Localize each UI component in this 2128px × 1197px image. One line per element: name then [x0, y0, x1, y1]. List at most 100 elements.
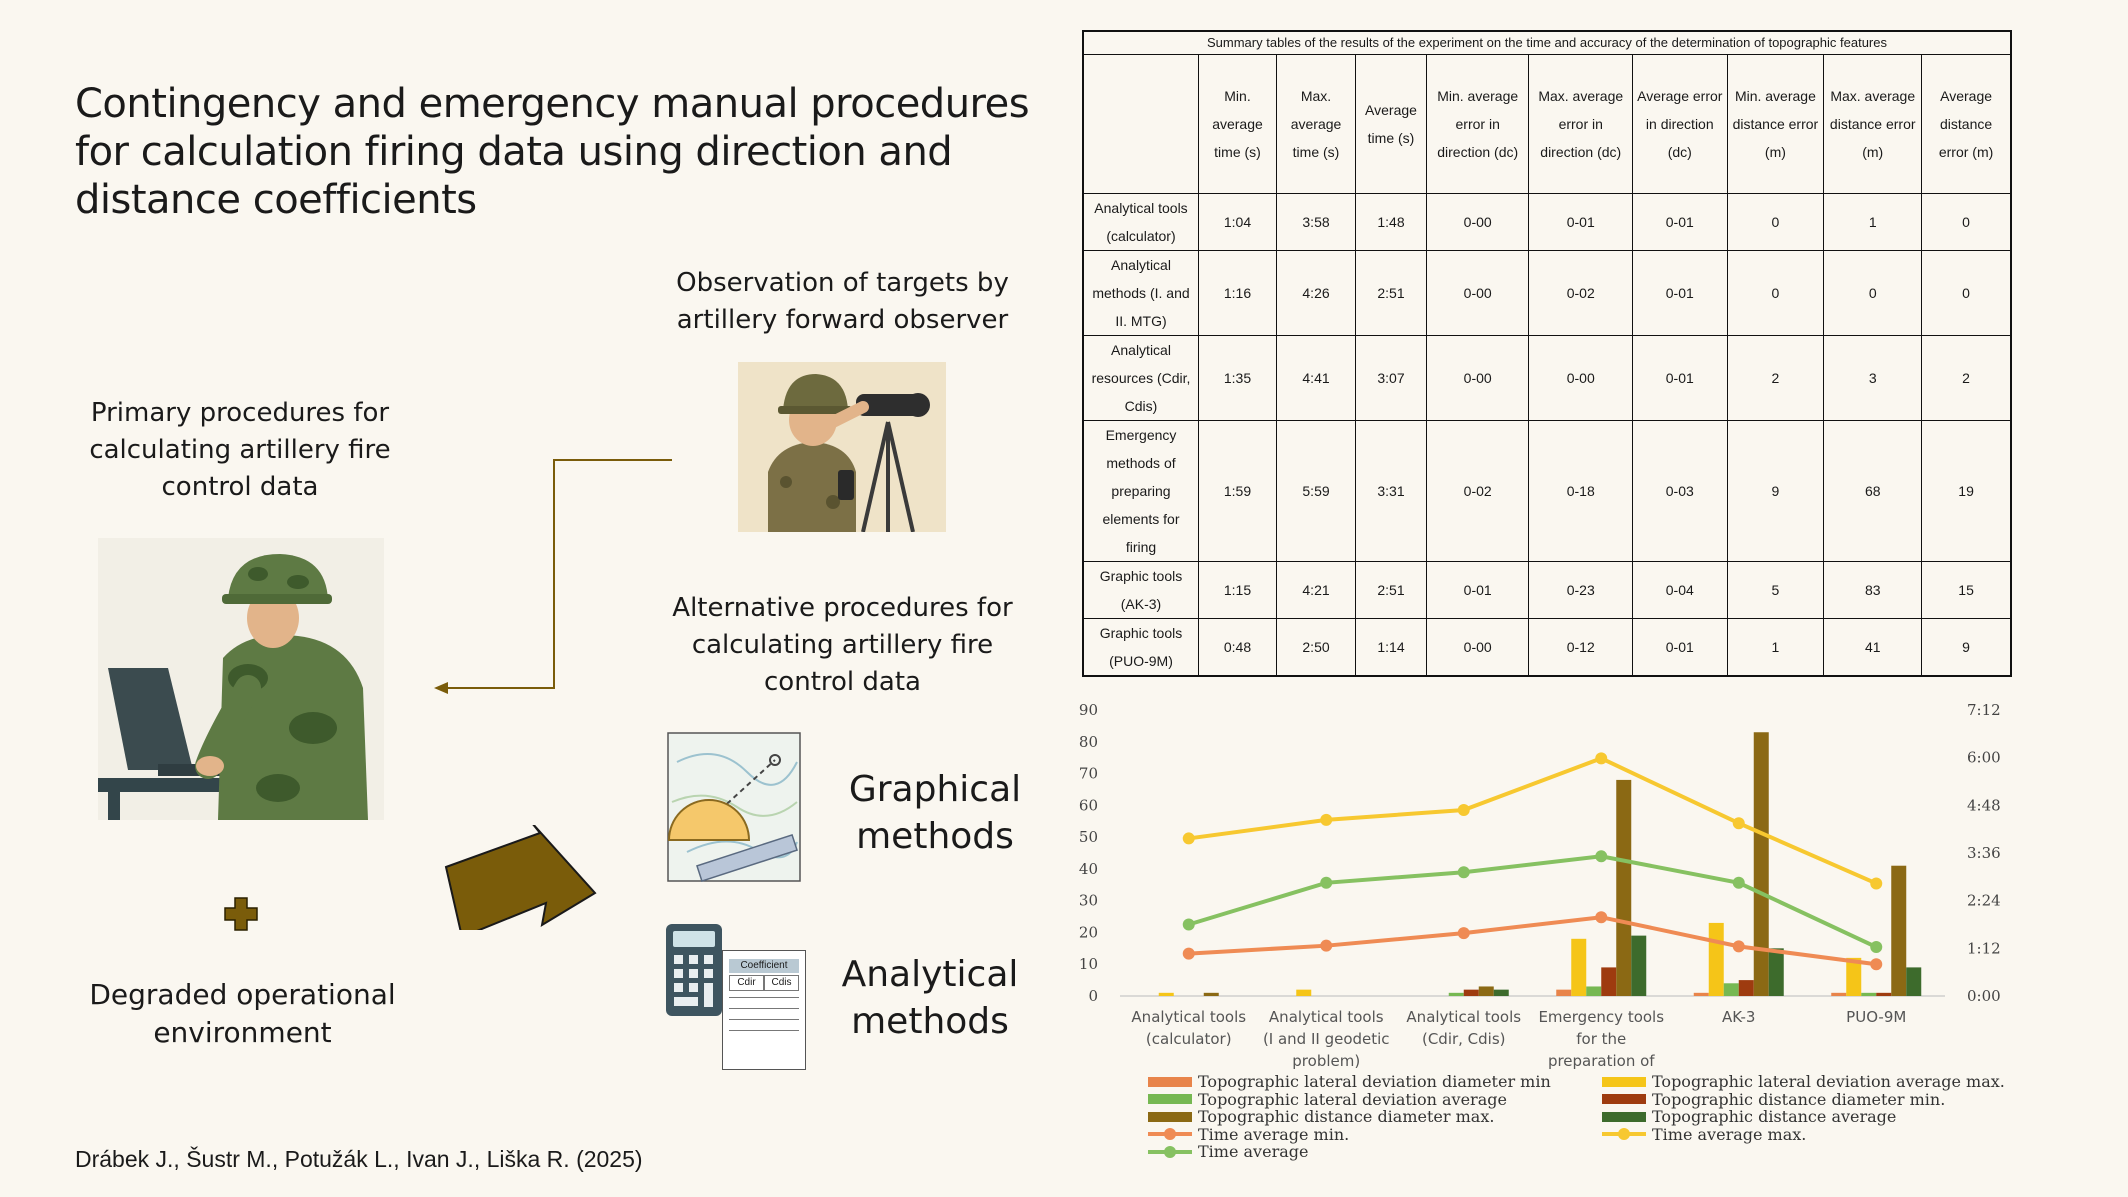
coefficient-table-icon: Coefficient Cdir Cdis	[722, 950, 806, 1070]
y-tick-label: 40	[1079, 860, 1098, 878]
table-cell: 2:51	[1355, 250, 1427, 336]
table-cell: 1	[1823, 193, 1923, 251]
y-tick-label: 0	[1088, 987, 1098, 1005]
alternative-procedures-label: Alternative procedures for calculating a…	[672, 593, 1013, 697]
table-cell: 0-01	[1632, 618, 1728, 677]
table-cell: 5:59	[1275, 420, 1357, 562]
legend-label: Topographic lateral deviation average	[1198, 1089, 1507, 1109]
observation-label: Observation of targets by artillery forw…	[676, 268, 1009, 335]
table-row-label: Analytical tools (calculator)	[1082, 193, 1199, 251]
x-tick-label: (Cdir, Cdis)	[1422, 1030, 1506, 1048]
table-cell: 4:21	[1275, 561, 1357, 619]
table-row: Analytical tools (calculator) 1:04 3:58 1:4…	[1082, 193, 2012, 251]
chart-series-line	[1188, 915, 1877, 967]
table-header-cell: Max. average distance error (m)	[1823, 54, 1923, 194]
forward-observer-binoculars-icon	[738, 362, 946, 532]
chart-point	[1595, 911, 1608, 924]
legend-swatch	[1148, 1145, 1192, 1158]
chart-point	[1182, 832, 1195, 845]
chart-point	[1870, 877, 1883, 890]
plus-icon	[224, 897, 258, 931]
chart-point	[1732, 876, 1745, 889]
table-row: Analytical methods (I. and II. MTG) 1:16 4…	[1082, 250, 2012, 336]
chart-bar	[1601, 967, 1617, 996]
chart-point	[1182, 918, 1195, 931]
y-tick-label: 30	[1079, 892, 1098, 910]
chart-series-line	[1188, 756, 1878, 886]
table-header-row: Min. average time (s) Max. average time (…	[1082, 54, 2012, 194]
table-cell: 1	[1726, 618, 1825, 677]
table-cell: 0-00	[1425, 250, 1530, 336]
x-tick-label: for the	[1576, 1030, 1626, 1048]
x-tick-label: (I and II geodetic	[1263, 1030, 1390, 1048]
table-row: Graphic tools (PUO-9M) 0:48 2:50 1:14 0-00 0-…	[1082, 618, 2012, 677]
legend-swatch	[1148, 1094, 1192, 1104]
table-row-label: Analytical methods (I. and II. MTG)	[1082, 250, 1199, 336]
table-row-label: Graphic tools (PUO-9M)	[1082, 618, 1199, 677]
coefficient-card-title: Coefficient	[729, 959, 799, 973]
y-tick-label: 50	[1079, 828, 1098, 846]
x-tick-label: Analytical tools	[1269, 1008, 1384, 1026]
table-cell: 0-01	[1632, 335, 1728, 421]
table-cell: 0-01	[1632, 250, 1728, 336]
y-tick-label: 60	[1079, 796, 1098, 814]
legend-swatch	[1602, 1128, 1646, 1140]
chart-point	[1182, 947, 1195, 960]
table-cell: 2	[1726, 335, 1825, 421]
x-tick-label: (calculator)	[1146, 1030, 1232, 1048]
chart-bar	[1158, 992, 1174, 996]
y2-tick-label: 1:12	[1967, 939, 2001, 957]
table-header-cell: Max. average error in direction (dc)	[1528, 54, 1634, 194]
chart-bar	[1861, 992, 1877, 996]
table-cell: 19	[1921, 420, 2012, 562]
chart-point	[1595, 850, 1608, 863]
table-cell: 1:16	[1198, 250, 1277, 336]
table-cell: 0-03	[1632, 420, 1728, 562]
coefficient-col-cdir: Cdir	[729, 975, 764, 991]
chart-bar	[1723, 983, 1739, 996]
table-cell: 0-00	[1425, 335, 1530, 421]
table-header-cell: Average error in direction (dc)	[1632, 54, 1728, 194]
table-cell: 41	[1823, 618, 1923, 677]
legend-item: Topographic distance diameter max.	[1148, 1107, 1494, 1126]
y-tick-label: 70	[1079, 765, 1098, 783]
legend-item: Topographic distance average	[1602, 1107, 1896, 1126]
legend-label: Topographic lateral deviation average ma…	[1652, 1072, 2005, 1091]
table-row-label: Analytical resources (Cdir, Cdis)	[1082, 335, 1199, 421]
chart-point	[1320, 876, 1333, 889]
table-cell: 3:07	[1355, 335, 1427, 421]
table-header-cell	[1082, 54, 1199, 194]
results-chart: 0 10 20 30 40 50 60 70 80 90 0:00 1:12 2:24 3:36 4:48 6…	[1079, 701, 2001, 1070]
chart-bar	[1768, 948, 1784, 996]
table-cell: 0-02	[1528, 250, 1634, 336]
legend-swatch	[1602, 1111, 1646, 1122]
legend-label: Topographic distance diameter max.	[1198, 1107, 1495, 1126]
primary-procedures-label: Primary procedures for calculating artil…	[89, 398, 391, 502]
y2-tick-label: 0:00	[1967, 987, 2001, 1005]
chart-bar	[1906, 967, 1922, 996]
degraded-environment-label: Degraded operational environment	[89, 978, 396, 1049]
chart-series-line	[1188, 854, 1878, 949]
table-cell: 9	[1921, 618, 2012, 677]
chart-bar	[1846, 957, 1862, 996]
table-cell: 0-00	[1425, 618, 1530, 677]
table-header-cell: Min. average distance error (m)	[1726, 54, 1825, 194]
chart-point	[1320, 939, 1333, 952]
legend-label: Topographic distance average	[1652, 1107, 1897, 1126]
table-cell: 0-04	[1632, 561, 1728, 619]
chart-point	[1320, 813, 1333, 826]
chart-bar	[1493, 989, 1509, 996]
chart-bar	[1463, 989, 1479, 996]
chart-bar	[1891, 865, 1907, 996]
chart-bar	[1478, 986, 1494, 996]
y-tick-label: 10	[1079, 955, 1098, 973]
legend-swatch	[1148, 1076, 1192, 1087]
table-cell: 5	[1726, 561, 1825, 619]
y-tick-label: 90	[1079, 701, 1098, 719]
chart-bar	[1296, 989, 1312, 996]
legend-label: Topographic lateral deviation diameter m…	[1198, 1072, 1551, 1091]
chart-bar	[1448, 992, 1464, 996]
graphical-methods-label: Graphical methods	[848, 769, 1022, 857]
y2-tick-label: 6:00	[1967, 749, 2001, 767]
table-cell: 1:48	[1355, 193, 1427, 251]
